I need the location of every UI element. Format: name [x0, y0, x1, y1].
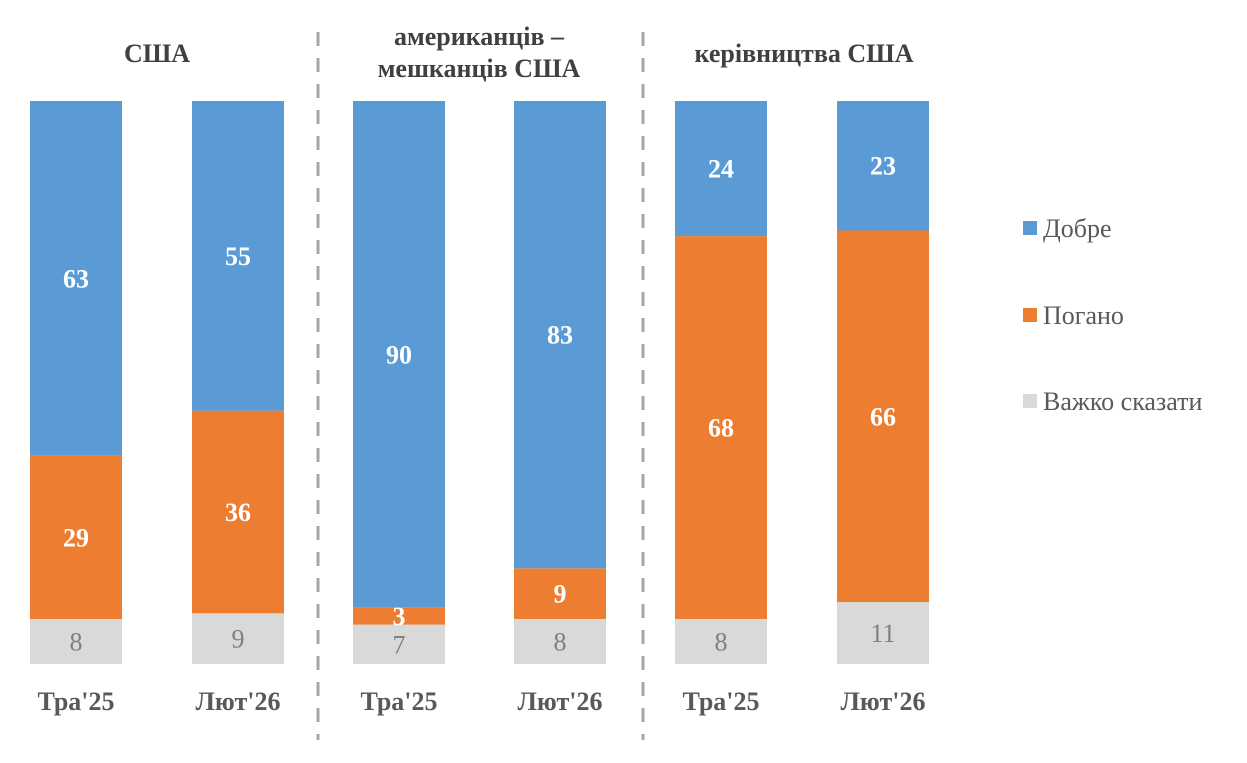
- bar-segment-Важко сказати: [353, 624, 445, 664]
- bar-segment-Добре: [353, 101, 445, 608]
- bar-segment-Погано: [675, 236, 767, 619]
- data-label: 9: [232, 625, 245, 654]
- legend-swatch: [1023, 394, 1037, 408]
- data-label: 68: [708, 414, 734, 443]
- data-label: 3: [393, 602, 406, 631]
- bar-segment-Добре: [675, 101, 767, 237]
- data-label: 8: [70, 627, 83, 656]
- bar-segment-Погано: [837, 230, 929, 603]
- bar-segment-Важко сказати: [192, 613, 284, 664]
- data-label: 66: [870, 402, 896, 431]
- bar-segment-Добре: [30, 101, 122, 456]
- bar-segment-Добре: [514, 101, 606, 569]
- x-tick-label: Тра'25: [360, 687, 437, 716]
- bar-segment-Добре: [837, 101, 929, 231]
- x-tick-label: Тра'25: [682, 687, 759, 716]
- bar-segment-Добре: [192, 101, 284, 411]
- x-tick-label: Лют'26: [841, 687, 926, 716]
- data-label: 63: [63, 264, 89, 293]
- data-label: 55: [225, 242, 251, 271]
- data-label: 9: [554, 580, 567, 609]
- data-label: 36: [225, 498, 251, 527]
- bar-segment-Погано: [30, 455, 122, 619]
- legend: Добре Погано Важко сказати: [1023, 214, 1202, 416]
- data-label: 7: [393, 630, 406, 659]
- group-title: США: [124, 39, 190, 68]
- data-label: 83: [547, 321, 573, 350]
- x-axis-tick-labels: Тра'25 Лют'26 Тра'25 Лют'26 Тра'25 Лют'26: [37, 687, 925, 716]
- bar-segment-Важко сказати: [675, 618, 767, 664]
- x-tick-label: Лют'26: [518, 687, 603, 716]
- bar-segment-Погано: [514, 568, 606, 619]
- legend-swatch: [1023, 308, 1037, 322]
- legend-label: Добре: [1043, 214, 1112, 243]
- bar-segment-Погано: [353, 607, 445, 625]
- legend-label: Погано: [1043, 301, 1124, 330]
- data-label: 29: [63, 523, 89, 552]
- x-tick-label: Лют'26: [196, 687, 281, 716]
- group-title: американців –: [394, 22, 565, 51]
- bar-segment-Погано: [192, 410, 284, 614]
- bar-segment-Важко сказати: [514, 618, 606, 664]
- legend-item: Важко сказати: [1023, 387, 1202, 416]
- bar-segment-Важко сказати: [837, 602, 929, 664]
- group-separators: [316, 32, 645, 740]
- data-label: 23: [870, 152, 896, 181]
- group-title: керівництва США: [695, 39, 914, 68]
- legend-item: Добре: [1023, 214, 1112, 243]
- group-titles: США американців – мешканців США керівництва…: [124, 22, 914, 83]
- x-tick-label: Тра'25: [37, 687, 114, 716]
- bars: [30, 101, 929, 664]
- data-label: 11: [870, 619, 895, 648]
- legend-swatch: [1023, 221, 1037, 235]
- data-label: 8: [554, 627, 567, 656]
- legend-label: Важко сказати: [1043, 387, 1202, 416]
- data-label: 8: [715, 627, 728, 656]
- legend-item: Погано: [1023, 301, 1124, 330]
- group-title: мешканців США: [378, 54, 581, 83]
- data-labels: 8 29 63 9 36 55 73 90 8 9 83 8 68 24 11 66 23: [63, 152, 896, 660]
- bar-segment-Важко сказати: [30, 618, 122, 664]
- data-label: 24: [708, 155, 734, 184]
- data-label: 90: [386, 340, 412, 369]
